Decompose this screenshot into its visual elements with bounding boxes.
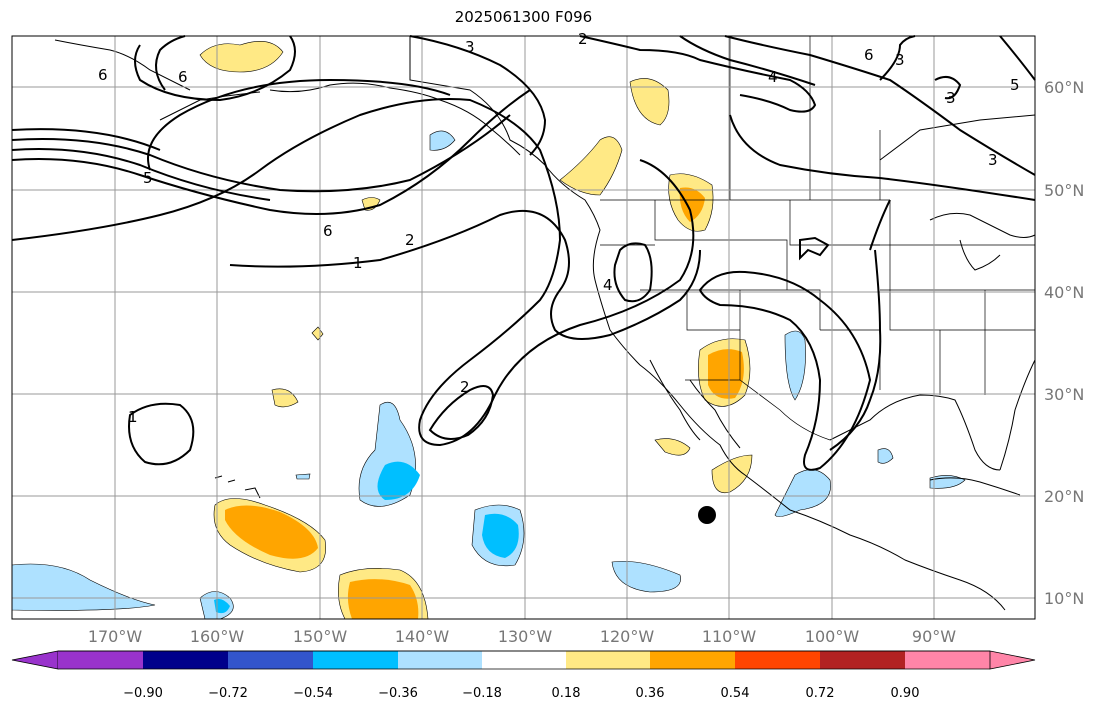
contour-label: 2 bbox=[405, 231, 415, 249]
plot-area bbox=[12, 36, 1035, 619]
lat-label: 60°N bbox=[1044, 78, 1084, 97]
colorbar-segment bbox=[905, 651, 990, 669]
lon-label: 140°W bbox=[395, 627, 450, 646]
lon-label: 170°W bbox=[88, 627, 143, 646]
lon-label: 130°W bbox=[498, 627, 553, 646]
colorbar-tick-label: −0.18 bbox=[462, 686, 502, 701]
contour-label: 4 bbox=[768, 68, 778, 86]
lon-label: 90°W bbox=[912, 627, 956, 646]
contour-label: 6 bbox=[323, 222, 333, 240]
lon-label: 120°W bbox=[600, 627, 655, 646]
contour-label: 5 bbox=[143, 169, 153, 187]
colorbar-segment bbox=[482, 651, 566, 669]
colorbar-tick-label: 0.54 bbox=[721, 686, 750, 701]
colorbar-tick-label: 0.18 bbox=[552, 686, 581, 701]
colorbar-segment bbox=[228, 651, 313, 669]
colorbar-segment bbox=[143, 651, 228, 669]
contour-label: 6 bbox=[178, 68, 188, 86]
colorbar-tick-label: 0.36 bbox=[636, 686, 665, 701]
contour-label: 2 bbox=[578, 30, 588, 48]
colorbar: −0.90 −0.72 −0.54 −0.36 −0.18 0.18 0.36 … bbox=[11, 650, 1036, 701]
contour-label: 2 bbox=[460, 378, 470, 396]
lat-label: 50°N bbox=[1044, 181, 1084, 200]
contour-lines bbox=[11, 35, 1036, 471]
colorbar-max-arrow bbox=[989, 650, 1036, 670]
lon-label: 100°W bbox=[805, 627, 860, 646]
contour-label: 1 bbox=[128, 408, 138, 426]
lat-label: 30°N bbox=[1044, 385, 1084, 404]
lat-label: 10°N bbox=[1044, 589, 1084, 608]
contour-label: 6 bbox=[98, 66, 108, 84]
contour-label: 3 bbox=[946, 89, 956, 107]
colorbar-segment bbox=[650, 651, 735, 669]
colorbar-segment bbox=[313, 651, 398, 669]
colorbar-tick-label: 0.72 bbox=[806, 686, 835, 701]
anomaly-shading bbox=[11, 40, 966, 620]
lon-label: 160°W bbox=[190, 627, 245, 646]
storm-center-marker bbox=[698, 506, 716, 524]
colorbar-tick-label: −0.72 bbox=[208, 686, 248, 701]
colorbar-segment bbox=[820, 651, 905, 669]
colorbar-min-arrow bbox=[11, 650, 59, 670]
map-title: 2025061300 F096 bbox=[454, 8, 593, 26]
contour-label: 5 bbox=[1010, 76, 1020, 94]
contour-label: 4 bbox=[603, 276, 613, 294]
contour-label: 3 bbox=[465, 38, 475, 56]
contour-label: 1 bbox=[353, 254, 363, 272]
colorbar-segment bbox=[735, 651, 820, 669]
latitude-labels: 60°N 50°N 40°N 30°N 20°N 10°N bbox=[1044, 78, 1084, 608]
contour-label-group: 6 6 5 6 2 1 3 2 4 6 3 3 5 3 4 2 1 bbox=[98, 30, 1020, 426]
colorbar-tick-label: −0.90 bbox=[123, 686, 163, 701]
plot-frame bbox=[11, 35, 1036, 620]
lat-label: 40°N bbox=[1044, 283, 1084, 302]
lon-label: 110°W bbox=[702, 627, 757, 646]
colorbar-tick-label: −0.54 bbox=[293, 686, 333, 701]
colorbar-tick-label: −0.36 bbox=[378, 686, 418, 701]
colorbar-segment bbox=[566, 651, 650, 669]
lat-label: 20°N bbox=[1044, 487, 1084, 506]
lon-label: 150°W bbox=[293, 627, 348, 646]
colorbar-segment bbox=[58, 651, 143, 669]
contour-label: 3 bbox=[988, 151, 998, 169]
contour-label: 6 bbox=[864, 46, 874, 64]
contour-label: 3 bbox=[895, 51, 905, 69]
colorbar-tick-label: 0.90 bbox=[891, 686, 920, 701]
longitude-labels: 170°W 160°W 150°W 140°W 130°W 120°W 110°… bbox=[88, 627, 956, 646]
colorbar-segment bbox=[398, 651, 482, 669]
